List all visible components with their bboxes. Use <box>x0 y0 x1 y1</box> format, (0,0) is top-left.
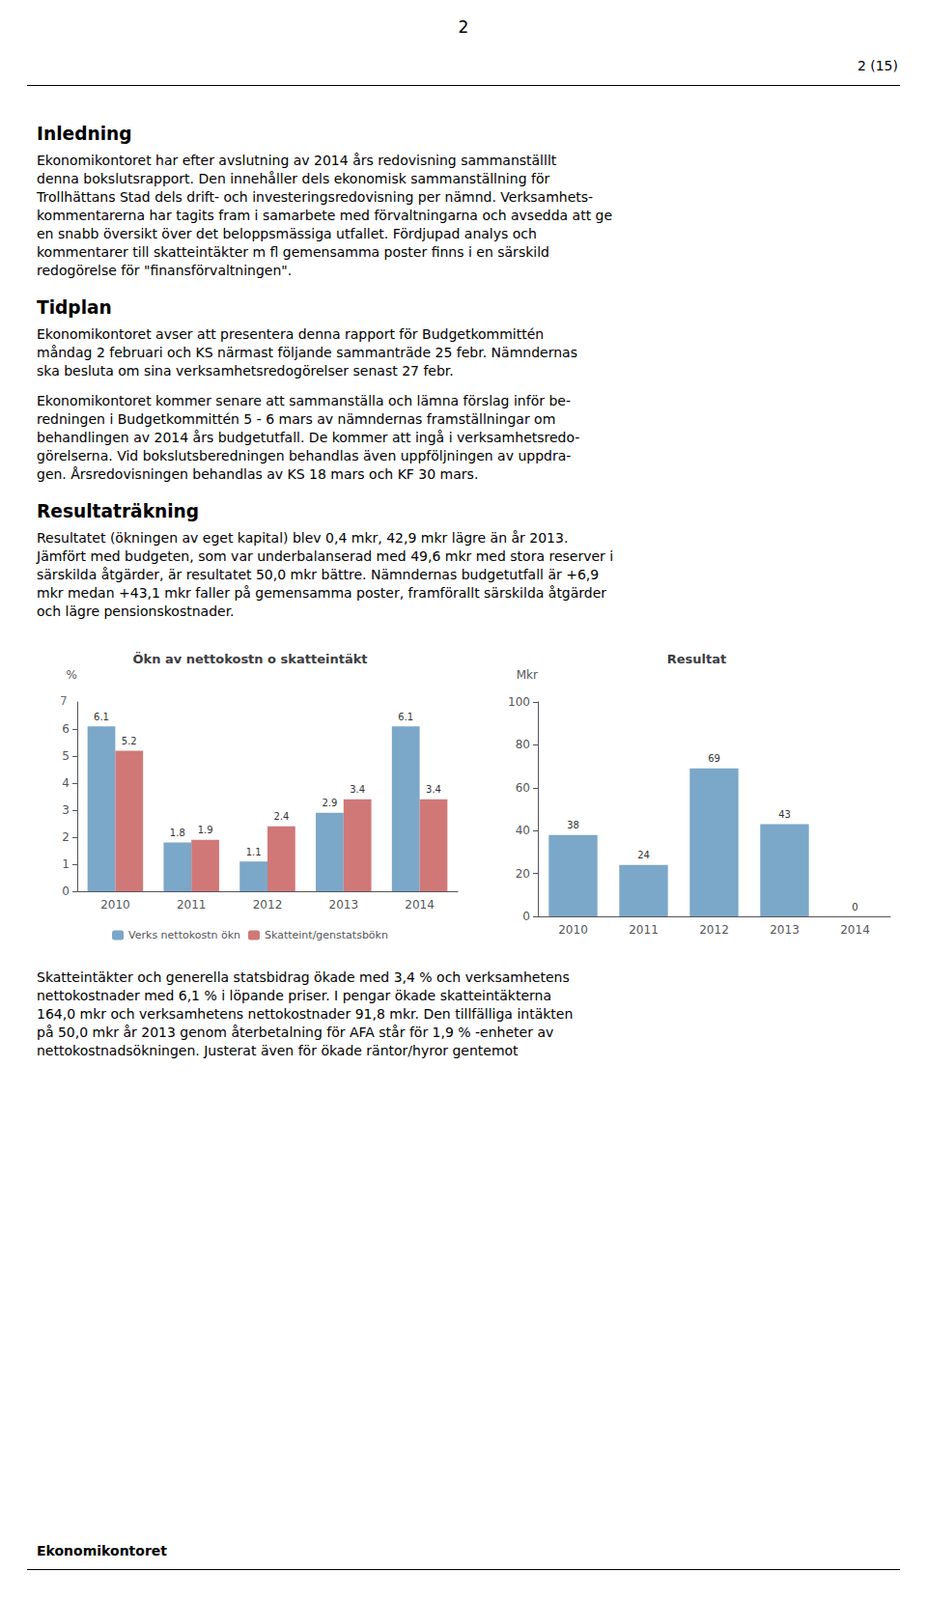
svg-text:60: 60 <box>515 781 531 795</box>
svg-text:6.1: 6.1 <box>93 711 110 723</box>
html-text:2 (15): 2 (15) <box>857 57 899 74</box>
svg-text:100: 100 <box>507 695 531 709</box>
svg-text:20: 20 <box>515 867 531 881</box>
svg-text:3.4: 3.4 <box>425 784 442 795</box>
svg-text:0: 0 <box>522 909 531 924</box>
html-text:Ekonomikontoret har efter avsl: Ekonomikontoret har efter avslutning av … <box>36 152 557 169</box>
html-text:en snabb översikt över det bel: en snabb översikt över det beloppsmässig… <box>36 225 537 242</box>
html-text:ska besluta om sina verksamhet: ska besluta om sina verksamhetsredogörel… <box>36 363 454 379</box>
svg-text:1.9: 1.9 <box>197 824 214 836</box>
html-text:Ekonomikontoret: Ekonomikontoret <box>36 1543 168 1559</box>
html-text:särskilda åtgärder, är resulta: särskilda åtgärder, är resultatet 50,0 m… <box>36 566 599 583</box>
html-text:denna bokslutsrapport. Den inn: denna bokslutsrapport. Den innehåller de… <box>36 170 550 187</box>
html-text:kommentarerna har tagits fram: kommentarerna har tagits fram i samarbet… <box>36 207 613 224</box>
svg-text:2.9: 2.9 <box>321 797 338 809</box>
html-text:Ekonomikontoret kommer senare: Ekonomikontoret kommer senare att samman… <box>36 393 571 409</box>
html-text:Inledning: Inledning <box>36 123 132 144</box>
html-text:2: 2 <box>458 17 469 37</box>
svg-text:6.1: 6.1 <box>397 711 414 723</box>
html-text:164,0 mkr och verksamhetens ne: 164,0 mkr och verksamhetens nettokostnad… <box>36 1006 573 1022</box>
svg-text:2.4: 2.4 <box>273 811 289 822</box>
svg-text:2011: 2011 <box>628 923 659 937</box>
svg-text:6: 6 <box>61 722 70 736</box>
html-text:Skatteintäkter och generella s: Skatteintäkter och generella statsbidrag… <box>36 969 570 985</box>
svg-text:3: 3 <box>61 803 70 817</box>
svg-text:80: 80 <box>515 737 531 752</box>
svg-text:69: 69 <box>707 753 721 764</box>
html-text:mkr medan +43,1 mkr faller på: mkr medan +43,1 mkr faller på gemensamma… <box>36 585 607 601</box>
html-text:redningen i Budgetkommittén 5: redningen i Budgetkommittén 5 - 6 mars a… <box>36 411 556 427</box>
svg-text:0: 0 <box>851 901 858 913</box>
svg-text:%: % <box>66 668 78 682</box>
html-text:nettokostnader med 6,1 % i löp: nettokostnader med 6,1 % i löpande prise… <box>36 987 552 1004</box>
svg-text:Resultat: Resultat <box>667 651 727 667</box>
svg-text:2013: 2013 <box>769 923 800 937</box>
svg-text:1.8: 1.8 <box>169 827 186 839</box>
svg-text:40: 40 <box>515 823 531 838</box>
svg-text:1: 1 <box>61 857 70 871</box>
html-text:måndag 2 februari och KS närma: måndag 2 februari och KS närmast följand… <box>36 344 578 361</box>
svg-text:2010: 2010 <box>100 898 131 912</box>
svg-text:5.2: 5.2 <box>121 735 138 747</box>
svg-text:2012: 2012 <box>699 923 730 937</box>
svg-text:2014: 2014 <box>404 898 435 912</box>
html-text:Resultatet (ökningen av eget k: Resultatet (ökningen av eget kapital) bl… <box>36 530 569 546</box>
svg-text:5: 5 <box>61 749 70 763</box>
html-text:på 50,0 mkr år 2013 genom åter: på 50,0 mkr år 2013 genom återbetalning … <box>36 1024 554 1040</box>
svg-text:24: 24 <box>637 849 650 861</box>
html-text:Trollhättans Stad dels drift-: Trollhättans Stad dels drift- och invest… <box>36 189 593 205</box>
svg-text:38: 38 <box>566 819 580 831</box>
html-text:nettokostnadsökningen. Justera: nettokostnadsökningen. Justerat även för… <box>36 1042 519 1059</box>
html-text:gen. Årsredovisningen behandla: gen. Årsredovisningen behandlas av KS 18… <box>36 466 479 482</box>
html-text:Jämfört med budgeten, som var: Jämfört med budgeten, som var underbalan… <box>36 548 614 564</box>
html-text:och lägre pensionskostnader.: och lägre pensionskostnader. <box>36 603 235 619</box>
svg-text:3.4: 3.4 <box>349 784 366 795</box>
html-text:Ekonomikontoret avser att pres: Ekonomikontoret avser att presentera den… <box>36 326 544 342</box>
html-text:behandlingen av 2014 års budge: behandlingen av 2014 års budgetutfall. D… <box>36 429 580 446</box>
svg-text:4: 4 <box>61 776 70 790</box>
html-text:redogörelse för "finansförvalt: redogörelse för "finansförvaltningen". <box>36 262 292 279</box>
html-text:kommentarer till skatteintäkte: kommentarer till skatteintäkter m fl gem… <box>36 244 550 260</box>
svg-text:2: 2 <box>61 830 70 844</box>
svg-text:43: 43 <box>778 809 791 820</box>
svg-text:Skatteint/genstatsbökn: Skatteint/genstatsbökn <box>264 928 389 942</box>
html-text:Resultaträkning: Resultaträkning <box>36 501 200 522</box>
svg-text:Verks nettokostn ökn: Verks nettokostn ökn <box>128 928 241 942</box>
svg-text:1.1: 1.1 <box>246 846 262 858</box>
svg-text:2011: 2011 <box>176 898 207 912</box>
svg-text:2010: 2010 <box>558 923 589 937</box>
svg-text:0: 0 <box>61 884 70 899</box>
svg-text:Ökn av nettokostn o skatteintä: Ökn av nettokostn o skatteintäkt <box>132 651 367 667</box>
html-text:Tidplan: Tidplan <box>36 297 112 318</box>
svg-text:7: 7 <box>59 694 68 708</box>
html-text:görelserna. Vid bokslutsberedn: görelserna. Vid bokslutsberedningen beha… <box>36 448 571 464</box>
svg-text:2013: 2013 <box>329 898 360 912</box>
svg-text:Mkr: Mkr <box>516 668 538 682</box>
svg-text:2012: 2012 <box>252 898 283 912</box>
svg-text:2014: 2014 <box>840 923 871 937</box>
